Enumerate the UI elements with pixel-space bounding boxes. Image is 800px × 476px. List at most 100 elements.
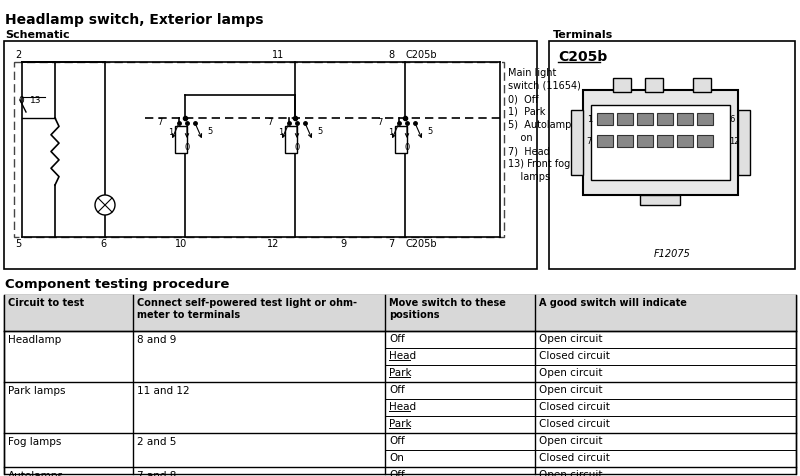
Text: Autolamps: Autolamps xyxy=(8,471,64,476)
Text: Park: Park xyxy=(389,368,412,378)
Text: Head: Head xyxy=(389,402,416,412)
Text: 13: 13 xyxy=(30,96,42,105)
Text: Off: Off xyxy=(389,436,405,446)
Bar xyxy=(657,135,673,147)
Text: 7: 7 xyxy=(378,118,383,127)
Text: 12: 12 xyxy=(267,239,279,249)
Bar xyxy=(637,113,653,125)
Text: 1: 1 xyxy=(168,128,173,137)
Bar xyxy=(738,110,750,175)
Bar xyxy=(597,113,613,125)
Text: Move switch to these
positions: Move switch to these positions xyxy=(389,298,506,320)
Bar xyxy=(645,78,663,92)
Bar xyxy=(697,113,713,125)
Bar xyxy=(597,135,613,147)
Bar xyxy=(677,135,693,147)
Text: 7: 7 xyxy=(586,137,592,146)
Text: 2 and 5: 2 and 5 xyxy=(137,437,176,447)
Text: C205b: C205b xyxy=(405,239,437,249)
Bar xyxy=(4,295,796,331)
Text: 11 and 12: 11 and 12 xyxy=(137,386,190,396)
Text: 0)  Off: 0) Off xyxy=(508,94,538,104)
Text: switch (11654): switch (11654) xyxy=(508,81,581,91)
Text: Terminals: Terminals xyxy=(553,30,614,40)
Text: Off: Off xyxy=(389,385,405,395)
Text: C205b: C205b xyxy=(405,50,437,60)
Bar xyxy=(613,78,631,92)
Text: Closed circuit: Closed circuit xyxy=(539,351,610,361)
Text: 5: 5 xyxy=(317,128,322,137)
Bar xyxy=(637,135,653,147)
Bar xyxy=(175,126,187,153)
Text: 0: 0 xyxy=(18,96,24,105)
Bar xyxy=(395,126,407,153)
Bar xyxy=(617,113,633,125)
Bar xyxy=(285,126,297,153)
Text: Closed circuit: Closed circuit xyxy=(539,419,610,429)
Text: 10: 10 xyxy=(175,239,187,249)
Text: Headlamp: Headlamp xyxy=(8,335,62,345)
Text: Schematic: Schematic xyxy=(5,30,70,40)
Text: On: On xyxy=(389,453,404,463)
Text: 0: 0 xyxy=(404,143,410,152)
Bar xyxy=(14,62,504,237)
Text: 0: 0 xyxy=(294,143,300,152)
Bar xyxy=(697,135,713,147)
Text: Fog lamps: Fog lamps xyxy=(8,437,62,447)
Text: Headlamp switch, Exterior lamps: Headlamp switch, Exterior lamps xyxy=(5,13,263,27)
Text: Open circuit: Open circuit xyxy=(539,368,602,378)
Text: 5: 5 xyxy=(207,128,212,137)
Text: 6: 6 xyxy=(729,115,734,123)
Text: Off: Off xyxy=(389,470,405,476)
Text: Park lamps: Park lamps xyxy=(8,386,66,396)
Text: 1: 1 xyxy=(388,128,393,137)
Bar xyxy=(693,78,711,92)
Text: Main light: Main light xyxy=(508,68,556,78)
Text: A good switch will indicate: A good switch will indicate xyxy=(539,298,687,308)
Text: 8 and 9: 8 and 9 xyxy=(137,335,176,345)
Text: Closed circuit: Closed circuit xyxy=(539,402,610,412)
Text: Closed circuit: Closed circuit xyxy=(539,453,610,463)
FancyBboxPatch shape xyxy=(583,90,738,195)
Text: 1: 1 xyxy=(278,128,283,137)
Bar xyxy=(640,195,680,205)
Text: Circuit to test: Circuit to test xyxy=(8,298,84,308)
Text: Connect self-powered test light or ohm-
meter to terminals: Connect self-powered test light or ohm- … xyxy=(137,298,357,320)
Bar xyxy=(591,105,730,180)
Text: Off: Off xyxy=(389,334,405,344)
Text: 8: 8 xyxy=(388,50,394,60)
Bar xyxy=(677,113,693,125)
Text: Head: Head xyxy=(389,351,416,361)
Text: Open circuit: Open circuit xyxy=(539,334,602,344)
Text: Park: Park xyxy=(389,419,412,429)
Text: 9: 9 xyxy=(340,239,346,249)
Text: Open circuit: Open circuit xyxy=(539,385,602,395)
Text: C205b: C205b xyxy=(558,50,607,64)
Text: 6: 6 xyxy=(100,239,106,249)
Bar xyxy=(617,135,633,147)
Text: 7: 7 xyxy=(268,118,273,127)
Bar xyxy=(657,113,673,125)
Text: 7 and 8: 7 and 8 xyxy=(137,471,176,476)
Text: 7: 7 xyxy=(158,118,163,127)
Text: lamps: lamps xyxy=(508,172,550,182)
Text: 5)  Autolamp: 5) Autolamp xyxy=(508,120,571,130)
Text: 12: 12 xyxy=(729,137,739,146)
Text: 1: 1 xyxy=(586,115,592,123)
Text: 5: 5 xyxy=(427,128,432,137)
Text: on: on xyxy=(508,133,533,143)
Text: Component testing procedure: Component testing procedure xyxy=(5,278,230,291)
Bar xyxy=(571,110,583,175)
Text: Open circuit: Open circuit xyxy=(539,470,602,476)
Text: 13) Front fog: 13) Front fog xyxy=(508,159,570,169)
Text: F12075: F12075 xyxy=(654,249,690,259)
Text: 7)  Head: 7) Head xyxy=(508,146,550,156)
Text: Open circuit: Open circuit xyxy=(539,436,602,446)
Text: 7: 7 xyxy=(388,239,394,249)
Bar xyxy=(4,295,796,474)
Text: 11: 11 xyxy=(272,50,284,60)
Text: 2: 2 xyxy=(15,50,22,60)
Bar xyxy=(549,41,795,269)
Text: 1)  Park: 1) Park xyxy=(508,107,546,117)
Text: 5: 5 xyxy=(15,239,22,249)
